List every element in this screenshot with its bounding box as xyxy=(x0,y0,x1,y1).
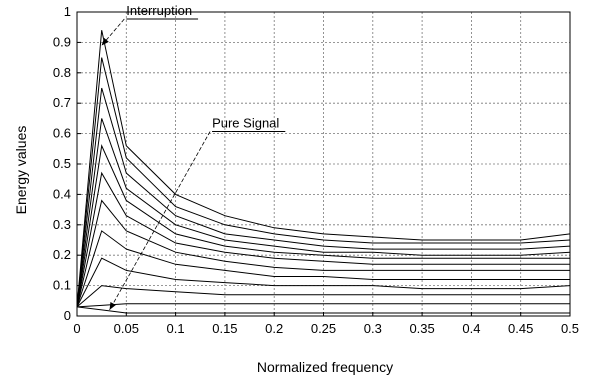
x-tick-label: 0.3 xyxy=(364,321,382,336)
y-tick-label: 0.7 xyxy=(53,95,71,110)
x-tick-label: 0.35 xyxy=(409,321,434,336)
series-line-6 xyxy=(76,171,570,307)
x-tick-label: 0.4 xyxy=(462,321,480,336)
y-axis-ticks: 0 0.1 0.2 0.3 0.4 0.5 0.6 0.7 0.8 0.9 1 xyxy=(53,4,81,323)
x-tick-label: 0.25 xyxy=(311,321,336,336)
series-line-10 xyxy=(76,285,570,308)
annotation-arrowhead xyxy=(101,37,109,46)
series-line-2 xyxy=(76,57,571,307)
series-line-1 xyxy=(76,30,571,307)
y-tick-label: 0.4 xyxy=(53,186,71,201)
y-tick-label: 0.8 xyxy=(53,65,71,80)
y-tick-label: 0.9 xyxy=(53,34,71,49)
x-tick-label: 0 xyxy=(73,321,80,336)
x-tick-label: 0.05 xyxy=(114,321,139,336)
x-tick-label: 0.1 xyxy=(167,321,185,336)
annotation-label: Interruption xyxy=(126,3,192,18)
annotations: Interruption Pure Signal xyxy=(101,3,286,311)
y-tick-label: 0.6 xyxy=(53,126,71,141)
x-axis-ticks: 0 0.05 0.1 0.15 0.2 0.25 0.3 0.35 0.4 0.45 0.5 xyxy=(73,312,579,336)
annotation-leader xyxy=(109,131,211,311)
y-tick-label: 1 xyxy=(64,4,71,19)
series-line-4 xyxy=(76,118,571,307)
y-axis-label: Energy values xyxy=(13,126,29,215)
series-line-12 xyxy=(76,306,570,314)
y-tick-label: 0.3 xyxy=(53,217,71,232)
y-tick-label: 0.2 xyxy=(53,247,71,262)
series-line-9 xyxy=(76,257,571,308)
series-line-8 xyxy=(76,230,570,308)
x-tick-label: 0.5 xyxy=(561,321,579,336)
x-axis-label: Normalized frequency xyxy=(257,359,393,375)
x-tick-label: 0.15 xyxy=(212,321,237,336)
series-line-3 xyxy=(76,87,571,307)
annotation-arrowhead xyxy=(109,301,116,310)
series-line-7 xyxy=(76,199,570,308)
series-line-5 xyxy=(76,144,570,307)
y-tick-label: 0 xyxy=(64,308,71,323)
grid xyxy=(77,12,570,316)
x-tick-label: 0.2 xyxy=(265,321,283,336)
series-line-11 xyxy=(76,303,570,308)
x-tick-label: 0.45 xyxy=(508,321,533,336)
y-tick-label: 0.5 xyxy=(53,156,71,171)
series-group xyxy=(76,30,571,314)
annotation-label: Pure Signal xyxy=(212,116,279,131)
y-tick-label: 0.1 xyxy=(53,278,71,293)
